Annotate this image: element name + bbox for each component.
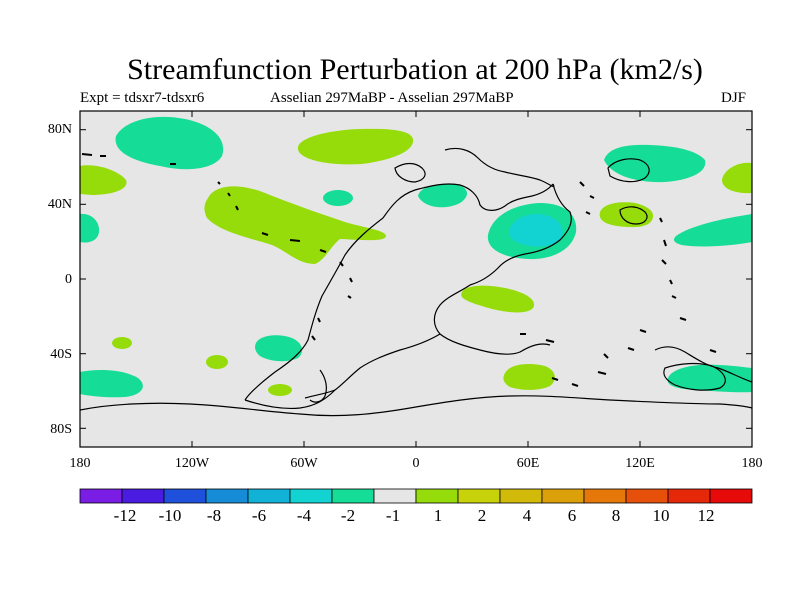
lat-label-40n: 40N xyxy=(47,197,72,212)
anomaly-south-pacific-small xyxy=(112,337,132,349)
colorbar-swatch xyxy=(121,488,165,504)
lat-label-0: 0 xyxy=(65,272,72,287)
colorbar-label: 6 xyxy=(567,506,577,525)
colorbar-swatch xyxy=(247,488,291,504)
colorbar-swatch xyxy=(709,488,753,504)
lon-label-180w: 180 xyxy=(69,456,91,471)
lat-label-80n: 80N xyxy=(47,122,72,137)
anomaly-drake-passage xyxy=(268,384,292,396)
anomaly-central-asia-core xyxy=(509,214,563,247)
colorbar-label: 8 xyxy=(611,506,621,525)
lon-label-120e: 120E xyxy=(625,456,655,471)
anomaly-northeast-pacific xyxy=(204,186,386,264)
anomaly-northwest-pacific xyxy=(674,214,752,247)
anomaly-east-siberia xyxy=(604,144,706,183)
anomaly-south-america-east xyxy=(255,335,303,362)
anomaly-north-atlantic xyxy=(297,128,414,165)
colorbar-swatch xyxy=(373,488,417,504)
anomaly-equatorial-indian-ocean xyxy=(461,285,535,313)
colorbar-label: -12 xyxy=(113,506,137,525)
colorbar-swatch xyxy=(625,488,669,504)
colorbar-label: -8 xyxy=(206,506,222,525)
colorbar-swatch xyxy=(583,488,627,504)
lat-label-40s: 40S xyxy=(50,347,72,362)
colorbar-label: -10 xyxy=(158,506,182,525)
colorbar xyxy=(79,488,753,504)
colorbar-label: 4 xyxy=(522,506,532,525)
coastlines xyxy=(80,147,752,417)
colorbar-label: -4 xyxy=(296,506,312,525)
island-fragments xyxy=(81,153,717,387)
anomaly-far-northeast xyxy=(722,162,752,194)
colorbar-swatch xyxy=(79,488,123,504)
lon-label-180e: 180 xyxy=(741,456,763,471)
anomaly-southwest-pacific xyxy=(667,364,752,393)
anomaly-south-pacific xyxy=(80,370,143,398)
anomaly-north-pacific xyxy=(115,116,224,170)
anomaly-far-northwest xyxy=(80,165,127,195)
colorbar-label: 1 xyxy=(433,506,443,525)
colorbar-swatch xyxy=(205,488,249,504)
lon-label-60e: 60E xyxy=(516,456,540,471)
colorbar-label: -6 xyxy=(251,506,267,525)
anomaly-fields xyxy=(80,116,752,398)
lon-label-0: 0 xyxy=(412,456,420,471)
anomaly-west-edge xyxy=(80,213,100,243)
colorbar-swatch xyxy=(289,488,333,504)
colorbar-swatch xyxy=(331,488,375,504)
colorbar-swatch xyxy=(541,488,585,504)
anomaly-south-pacific-mid xyxy=(206,355,228,369)
anomaly-europe xyxy=(418,184,467,208)
colorbar-swatch xyxy=(457,488,501,504)
anomaly-south-indian-ocean xyxy=(503,364,555,390)
colorbar-swatch xyxy=(667,488,711,504)
colorbar-swatch xyxy=(163,488,207,504)
comparison-label: Asselian 297MaBP - Asselian 297MaBP xyxy=(270,90,514,106)
colorbar-label: 12 xyxy=(697,506,715,525)
lat-label-80s: 80S xyxy=(50,422,72,437)
experiment-label: Expt = tdsxr7-tdsxr6 xyxy=(80,90,205,106)
colorbar-label: 10 xyxy=(652,506,670,525)
colorbar-swatch xyxy=(499,488,543,504)
axis-ticks xyxy=(80,111,752,447)
colorbar-label: 2 xyxy=(477,506,487,525)
plot-title: Streamfunction Perturbation at 200 hPa (… xyxy=(127,53,703,86)
lon-label-60w: 60W xyxy=(290,456,318,471)
anomaly-mid-atlantic xyxy=(323,190,353,206)
colorbar-label: -2 xyxy=(340,506,356,525)
colorbar-label: -1 xyxy=(385,506,401,525)
season-label: DJF xyxy=(721,90,747,106)
colorbar-swatch xyxy=(415,488,459,504)
lon-label-120w: 120W xyxy=(174,456,210,471)
